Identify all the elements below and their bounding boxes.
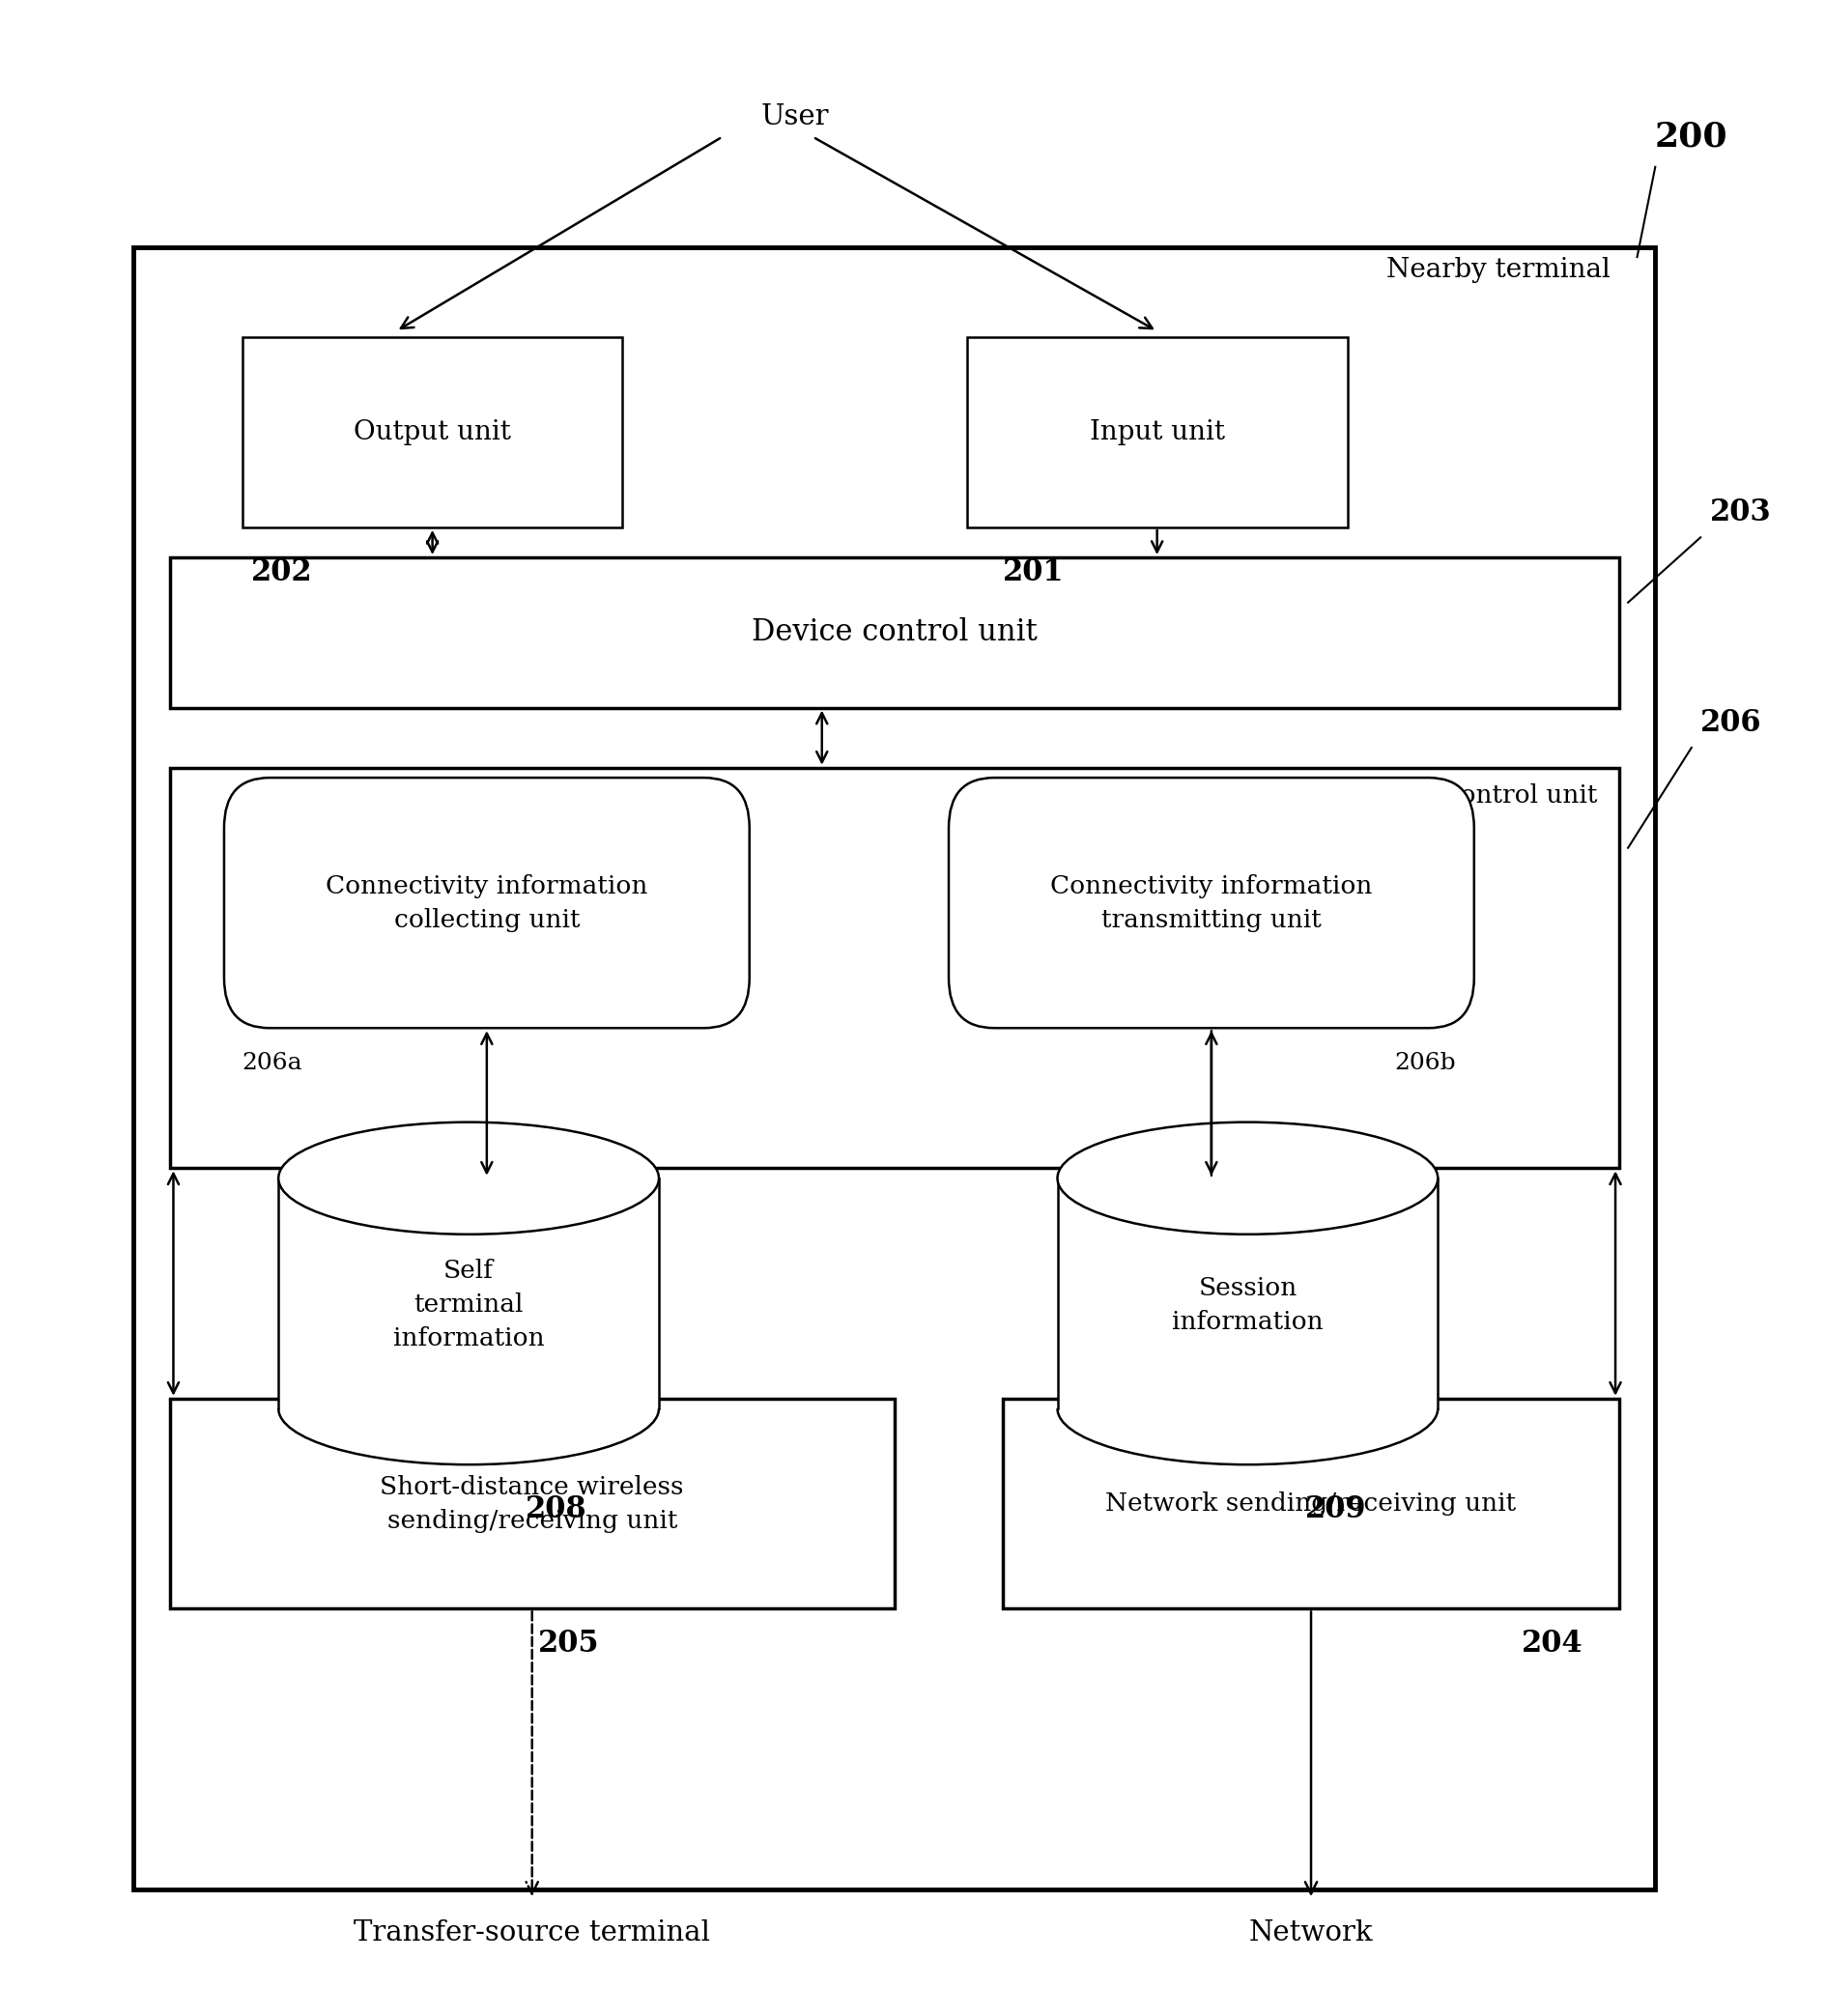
Bar (1004, 1399, 1619, 1609)
Bar (170, 768, 1619, 1167)
Ellipse shape (279, 1123, 659, 1234)
Text: Device control unit: Device control unit (752, 617, 1037, 647)
Text: 204: 204 (1522, 1629, 1582, 1659)
Bar (133, 248, 1655, 1889)
Text: Self
terminal
information: Self terminal information (392, 1258, 544, 1351)
Text: 206b: 206b (1394, 1052, 1456, 1075)
Text: 201: 201 (1004, 556, 1064, 587)
Text: 206: 206 (1701, 708, 1761, 738)
Text: 209: 209 (1305, 1494, 1367, 1524)
Text: User: User (761, 103, 829, 131)
Text: 200: 200 (1655, 121, 1728, 153)
Text: 208: 208 (526, 1494, 588, 1524)
FancyBboxPatch shape (949, 778, 1475, 1028)
Text: 206a: 206a (243, 1052, 303, 1075)
Text: Session
information: Session information (1172, 1276, 1323, 1333)
Bar (243, 337, 622, 528)
Text: 202: 202 (252, 556, 312, 587)
Text: Network sending/receiving unit: Network sending/receiving unit (1106, 1492, 1517, 1516)
Text: Short-distance wireless
sending/receiving unit: Short-distance wireless sending/receivin… (380, 1474, 684, 1532)
Bar (170, 1399, 894, 1609)
Bar (967, 337, 1347, 528)
Text: Nearby terminal: Nearby terminal (1385, 256, 1610, 282)
Text: Input unit: Input unit (1090, 419, 1225, 446)
Text: Network: Network (1248, 1919, 1372, 1947)
Text: Total control unit: Total control unit (1374, 784, 1597, 808)
Bar (170, 556, 1619, 708)
Bar (279, 1177, 659, 1409)
Text: Output unit: Output unit (354, 419, 511, 446)
Text: 205: 205 (538, 1629, 599, 1659)
Ellipse shape (1057, 1123, 1438, 1234)
Text: Transfer-source terminal: Transfer-source terminal (354, 1919, 710, 1947)
Text: Connectivity information
transmitting unit: Connectivity information transmitting un… (1051, 873, 1372, 931)
Text: 203: 203 (1710, 498, 1772, 528)
Bar (1057, 1177, 1438, 1409)
FancyBboxPatch shape (224, 778, 750, 1028)
Text: Connectivity information
collecting unit: Connectivity information collecting unit (325, 873, 648, 931)
